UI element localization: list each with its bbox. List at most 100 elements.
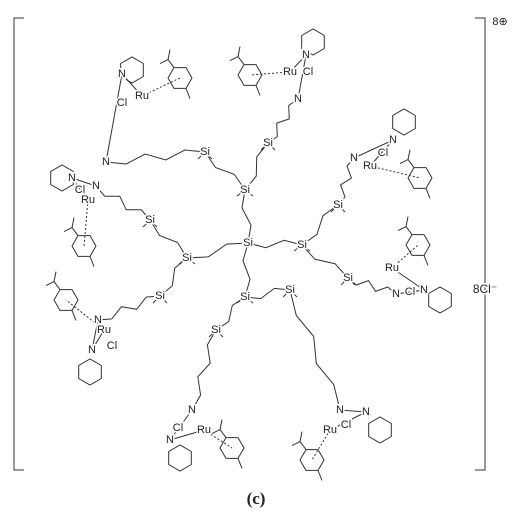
- methyl: [423, 255, 429, 266]
- chain: [215, 296, 246, 331]
- atom-cl: Cl: [405, 286, 415, 298]
- arene-ring: [407, 167, 433, 189]
- atom-cl: Cl: [378, 147, 388, 159]
- pyridine-ring: [50, 164, 74, 192]
- caption: (c): [247, 489, 266, 508]
- ru-bond: [91, 329, 105, 351]
- methyl: [244, 296, 254, 304]
- chain: [247, 239, 303, 249]
- atom-cl: Cl: [303, 66, 313, 78]
- atom-ru: Ru: [283, 66, 297, 78]
- methyl: [425, 188, 431, 199]
- atom-cl: Cl: [341, 419, 351, 431]
- eta6-bond: [65, 299, 105, 331]
- atom-ru: Ru: [385, 262, 399, 274]
- atom-n: N: [302, 49, 310, 61]
- pyridine-ring: [368, 416, 392, 444]
- isopropyl: [237, 46, 241, 57]
- chain: [347, 277, 397, 295]
- atom-si: Si: [240, 184, 250, 196]
- imine: [297, 54, 307, 100]
- isopropyl: [167, 49, 171, 60]
- atom-si: Si: [182, 252, 192, 264]
- methyl: [71, 310, 77, 321]
- methyl: [204, 151, 213, 160]
- atom-n: N: [88, 344, 96, 356]
- eta6-bond: [249, 71, 291, 76]
- isopropyl: [71, 217, 75, 228]
- methyl: [293, 244, 303, 252]
- isopropyl: [45, 281, 55, 287]
- atom-n: N: [166, 434, 174, 446]
- atom-n: N: [336, 404, 344, 416]
- atom-n: N: [362, 406, 370, 418]
- methyl: [299, 441, 307, 450]
- eta6-bond: [369, 165, 421, 179]
- left-bracket: [13, 17, 24, 471]
- atom-cl: Cl: [107, 340, 117, 352]
- atom-si: Si: [200, 146, 210, 158]
- isopropyl: [397, 226, 407, 232]
- pyridine-ring: [120, 56, 144, 84]
- atom-ru: Ru: [81, 194, 95, 206]
- methyl: [330, 204, 339, 213]
- isopropyl: [407, 149, 411, 160]
- methyl: [53, 281, 61, 290]
- ru-bond: [71, 177, 89, 201]
- atom-n: N: [118, 68, 126, 80]
- methyl: [219, 429, 227, 438]
- methyl: [317, 470, 323, 481]
- methyl: [337, 204, 346, 213]
- isopropyl: [229, 56, 239, 62]
- ru-bond: [121, 73, 143, 97]
- pyridine-ring: [428, 286, 452, 314]
- methyl: [186, 257, 196, 265]
- atom-si: Si: [240, 291, 250, 303]
- chain: [105, 149, 206, 165]
- chain: [186, 242, 249, 259]
- chain: [241, 189, 252, 244]
- methyl: [149, 219, 158, 228]
- methyl: [159, 295, 168, 304]
- atom-n: N: [102, 156, 110, 168]
- methyl: [289, 289, 298, 298]
- chain: [95, 185, 151, 221]
- atom-cl: Cl: [75, 184, 85, 196]
- methyl: [89, 256, 95, 267]
- eta6-bond: [83, 199, 89, 247]
- isopropyl: [211, 429, 221, 435]
- arene-ring: [299, 449, 325, 471]
- atom-n: N: [389, 134, 397, 146]
- methyl: [237, 56, 245, 65]
- imine: [105, 73, 123, 163]
- isopropyl: [405, 216, 409, 227]
- charge: 8⊕: [492, 16, 507, 28]
- chain: [267, 98, 299, 144]
- imine: [169, 409, 193, 441]
- chain: [301, 204, 339, 246]
- methyl: [236, 189, 246, 197]
- chain: [159, 257, 188, 297]
- isopropyl: [399, 159, 409, 165]
- ru-bond: [391, 267, 425, 291]
- atom-si: Si: [145, 214, 155, 226]
- atom-cl: Cl: [173, 422, 183, 434]
- chain: [242, 242, 251, 298]
- methyl: [152, 295, 161, 304]
- atom-n: N: [294, 93, 302, 105]
- counterion: 8Cl⁻: [473, 282, 497, 296]
- atom-si: Si: [155, 290, 165, 302]
- atom-n: N: [350, 152, 358, 164]
- methyl: [71, 227, 79, 236]
- methyl: [215, 329, 224, 338]
- atom-si: Si: [211, 324, 221, 336]
- atom-n: N: [68, 172, 76, 184]
- atom-n: N: [420, 284, 428, 296]
- methyl: [167, 59, 175, 68]
- arene-ring: [167, 67, 193, 89]
- isopropyl: [219, 419, 223, 430]
- imine: [339, 409, 367, 413]
- atom-ru: Ru: [323, 424, 337, 436]
- atom-n: N: [92, 180, 100, 192]
